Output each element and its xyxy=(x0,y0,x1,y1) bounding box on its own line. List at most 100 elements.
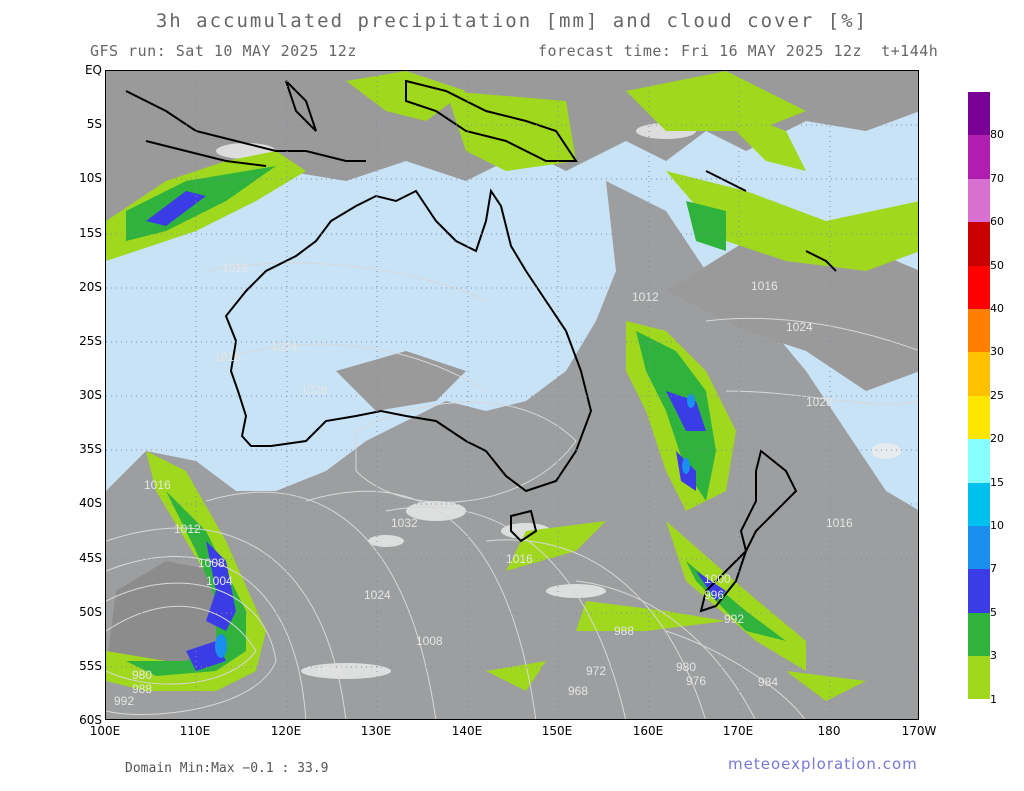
colorbar-segment xyxy=(968,92,990,136)
colorbar-segment xyxy=(968,395,990,440)
precip-very-heavy xyxy=(215,394,695,658)
map-canvas: 1016 1016 1016 1024 1024 1028 1028 1032 … xyxy=(106,71,918,719)
isobar-label: 1016 xyxy=(214,350,241,364)
lat-label: 5S xyxy=(86,117,102,131)
tasmania-coastline xyxy=(510,509,538,543)
colorbar-label: 15 xyxy=(990,475,1004,489)
lat-label: 40S xyxy=(79,496,102,510)
isobar-label: 1016 xyxy=(751,279,778,293)
colorbar-segment xyxy=(968,439,990,483)
colorbar-label: 10 xyxy=(990,519,1004,532)
lon-label: 180 xyxy=(817,724,841,738)
colorbar-label: 30 xyxy=(990,345,1004,359)
isobar-label: 968 xyxy=(568,684,588,698)
new-guinea-coastline xyxy=(405,79,578,162)
isobar-label: 988 xyxy=(132,682,152,696)
colorbar-label: 5 xyxy=(990,605,997,619)
lon-label: 100E xyxy=(89,724,121,738)
colorbar-segment xyxy=(968,265,990,309)
colorbar-label: 20 xyxy=(990,432,1004,446)
lat-label: 20S xyxy=(79,280,102,294)
isobar-label: 1032 xyxy=(391,516,418,530)
isobar-label: 1004 xyxy=(206,574,233,588)
colorbar-segment xyxy=(968,308,990,353)
colorbar-segment xyxy=(968,222,990,266)
isobar-label: 1016 xyxy=(506,552,533,566)
isobar-label: 1028 xyxy=(301,383,328,397)
isobar-label: 1012 xyxy=(632,290,659,304)
domain-minmax: Domain Min:Max −0.1 : 33.9 xyxy=(125,761,329,776)
colorbar-label: 7 xyxy=(990,562,997,576)
lat-label: 30S xyxy=(79,388,102,402)
colorbar-segment xyxy=(968,525,990,570)
indonesia-islands xyxy=(125,90,366,162)
colorbar-label: 80 xyxy=(990,128,1004,142)
isobars xyxy=(106,262,918,719)
lat-label: 50S xyxy=(79,605,102,619)
isobar-label: 980 xyxy=(132,668,152,682)
lon-label: 170W xyxy=(901,724,937,738)
colorbar-label: 50 xyxy=(990,258,1004,272)
isobar-label: 1008 xyxy=(198,556,225,570)
isobar-labels: 1016 1016 1016 1024 1024 1028 1028 1032 … xyxy=(114,261,853,708)
lat-label: 35S xyxy=(79,442,102,456)
lon-label: 170E xyxy=(722,724,754,738)
australia-coastline xyxy=(224,188,593,493)
colorbar-segment xyxy=(968,569,990,613)
isobar-label: 992 xyxy=(114,694,134,708)
lat-label: 45S xyxy=(79,551,102,565)
isobar-label: 972 xyxy=(586,664,606,678)
isobar-label: 1000 xyxy=(704,572,731,586)
lat-label: 60S xyxy=(79,713,102,727)
new-zealand-north xyxy=(739,449,798,554)
lat-label: 25S xyxy=(79,334,102,348)
lat-label: 15S xyxy=(79,226,102,240)
colorbar xyxy=(968,92,990,700)
colorbar-label: 25 xyxy=(990,388,1004,402)
isobar-label: 1008 xyxy=(416,634,443,648)
lon-label: 110E xyxy=(179,724,211,738)
colorbar-segment xyxy=(968,178,990,223)
colorbar-segment xyxy=(968,135,990,179)
isobar-label: 1024 xyxy=(364,588,391,602)
isobar-label: 980 xyxy=(676,660,696,674)
isobar-label: 992 xyxy=(724,612,744,626)
new-zealand-south xyxy=(699,550,747,613)
graticule xyxy=(106,71,918,719)
isobar-label: 1016 xyxy=(144,478,171,492)
forecast-label: forecast time: Fri 16 MAY 2025 12z t+144… xyxy=(538,42,939,60)
run-label: GFS run: Sat 10 MAY 2025 12z xyxy=(90,42,357,60)
colorbar-label: 1 xyxy=(990,692,997,706)
isobar-label: 1012 xyxy=(174,522,201,536)
lat-label: 55S xyxy=(79,659,102,673)
lon-label: 140E xyxy=(451,724,483,738)
coastlines xyxy=(125,79,837,613)
lon-label: 120E xyxy=(270,724,302,738)
colorbar-label: 3 xyxy=(990,649,997,663)
lon-label: 160E xyxy=(632,724,664,738)
lon-label: 130E xyxy=(360,724,392,738)
lat-label: 10S xyxy=(79,171,102,185)
map-plot: 1016 1016 1016 1024 1024 1028 1028 1032 … xyxy=(105,70,919,720)
isobar-label: 976 xyxy=(686,674,706,688)
colorbar-label: 60 xyxy=(990,215,1004,229)
colorbar-segment xyxy=(968,352,990,396)
isobar-label: 996 xyxy=(704,588,724,602)
isobar-label: 1028 xyxy=(806,395,833,409)
isobar-label: 1016 xyxy=(826,516,853,530)
isobar-label: 1024 xyxy=(786,320,813,334)
colorbar-label: 70 xyxy=(990,171,1004,185)
map-title: 3h accumulated precipitation [mm] and cl… xyxy=(155,10,869,32)
lat-label: EQ xyxy=(84,63,102,77)
source-link[interactable]: meteoexploration.com xyxy=(728,755,918,773)
isobar-label: 1016 xyxy=(222,261,249,275)
isobar-label: 984 xyxy=(758,675,778,689)
colorbar-label: 40 xyxy=(990,302,1004,315)
colorbar-segment xyxy=(968,612,990,657)
isobar-label: 1024 xyxy=(271,340,298,354)
lon-label: 150E xyxy=(541,724,573,738)
isobar-label: 988 xyxy=(614,624,634,638)
colorbar-segment xyxy=(968,482,990,526)
isobar-label: 1016 xyxy=(316,664,343,678)
colorbar-segment xyxy=(968,656,990,700)
